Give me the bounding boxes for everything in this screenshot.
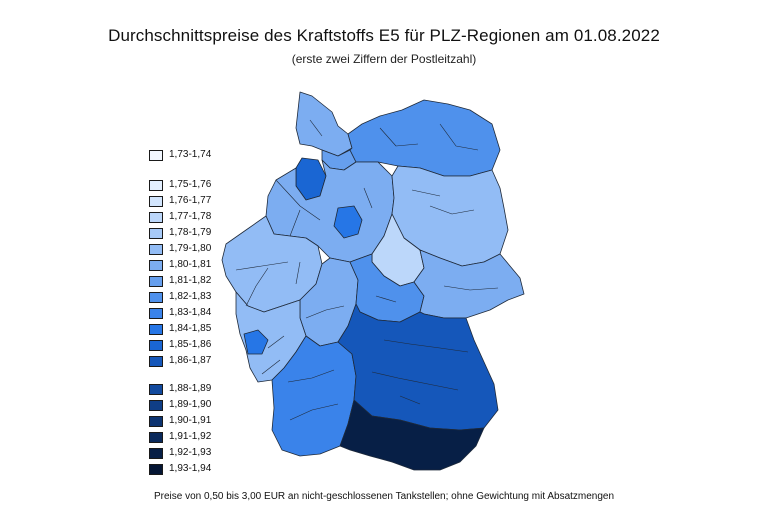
legend-swatch <box>149 323 163 335</box>
legend-swatch <box>149 415 163 427</box>
legend-item: 1,79-1,80 <box>149 242 211 256</box>
region-border <box>439 123 479 151</box>
region-border <box>379 127 419 147</box>
legend-item: 1,92-1,93 <box>149 446 211 460</box>
footnote: Preise von 0,50 bis 3,00 EUR an nicht-ge… <box>153 491 615 502</box>
region-border <box>289 403 339 421</box>
legend-item: 1,76-1,77 <box>149 194 211 208</box>
region-border <box>305 305 345 319</box>
region-border <box>295 261 301 285</box>
legend-label: 1,85-1,86 <box>169 339 212 350</box>
legend-swatch <box>149 291 163 303</box>
region-border <box>245 267 269 307</box>
legend-swatch <box>149 399 163 411</box>
legend-item: 1,80-1,81 <box>149 258 211 272</box>
legend-item: 1,86-1,87 <box>149 354 211 368</box>
legend-swatch <box>149 447 163 459</box>
legend-item: 1,91-1,92 <box>149 430 211 444</box>
legend-swatch <box>149 463 163 475</box>
region-border <box>275 179 321 221</box>
region-border <box>383 339 469 353</box>
legend-item: 1,93-1,94 <box>149 462 211 476</box>
map-region <box>295 91 353 157</box>
legend-item: 1,89-1,90 <box>149 398 211 412</box>
legend-swatch <box>149 431 163 443</box>
legend-item: 1,82-1,83 <box>149 290 211 304</box>
legend-label: 1,79-1,80 <box>169 243 212 254</box>
legend-swatch <box>149 259 163 271</box>
legend-swatch <box>149 227 163 239</box>
legend-swatch <box>149 383 163 395</box>
legend-label: 1,89-1,90 <box>169 399 212 410</box>
legend-item: 1,73-1,74 <box>149 148 211 162</box>
region-border <box>235 261 289 271</box>
region-border <box>375 295 397 303</box>
legend-swatch <box>149 149 163 161</box>
legend-label: 1,77-1,78 <box>169 211 212 222</box>
legend-label: 1,93-1,94 <box>169 463 212 474</box>
legend-swatch <box>149 211 163 223</box>
map-region <box>413 249 525 319</box>
region-border <box>429 205 475 215</box>
legend-swatch <box>149 339 163 351</box>
map-subtitle: (erste zwei Ziffern der Postleitzahl) <box>291 52 477 66</box>
region-border <box>309 119 323 137</box>
legend-label: 1,84-1,85 <box>169 323 212 334</box>
region-border <box>443 285 499 291</box>
legend-item: 1,85-1,86 <box>149 338 211 352</box>
legend-label: 1,73-1,74 <box>169 149 212 160</box>
legend-item: 1,75-1,76 <box>149 178 211 192</box>
legend-label: 1,81-1,82 <box>169 275 212 286</box>
legend-label: 1,83-1,84 <box>169 307 212 318</box>
map-title: Durchschnittspreise des Kraftstoffs E5 f… <box>108 26 660 45</box>
map-region <box>339 399 485 471</box>
legend-item: 1,81-1,82 <box>149 274 211 288</box>
region-border <box>411 189 441 197</box>
legend-label: 1,92-1,93 <box>169 447 212 458</box>
legend-label: 1,78-1,79 <box>169 227 212 238</box>
legend-item: 1,83-1,84 <box>149 306 211 320</box>
map-region <box>243 329 269 355</box>
legend-label: 1,75-1,76 <box>169 179 212 190</box>
region-border <box>363 187 373 209</box>
region-border <box>371 371 459 391</box>
legend-label: 1,76-1,77 <box>169 195 212 206</box>
legend-swatch <box>149 275 163 287</box>
legend-swatch <box>149 307 163 319</box>
legend-swatch <box>149 195 163 207</box>
legend-item: 1,77-1,78 <box>149 210 211 224</box>
region-border <box>399 395 421 405</box>
legend-item: 1,90-1,91 <box>149 414 211 428</box>
legend-swatch <box>149 355 163 367</box>
legend-label: 1,86-1,87 <box>169 355 212 366</box>
region-border <box>287 369 335 383</box>
legend-item: 1,78-1,79 <box>149 226 211 240</box>
legend-label: 1,90-1,91 <box>169 415 212 426</box>
legend-label: 1,80-1,81 <box>169 259 212 270</box>
legend-label: 1,88-1,89 <box>169 383 212 394</box>
region-border <box>261 359 281 375</box>
map-region <box>333 205 363 239</box>
legend-label: 1,91-1,92 <box>169 431 212 442</box>
legend-swatch <box>149 179 163 191</box>
region-border <box>289 209 301 237</box>
legend-item: 1,84-1,85 <box>149 322 211 336</box>
legend-label: 1,82-1,83 <box>169 291 212 302</box>
region-border <box>267 335 285 349</box>
legend-item: 1,88-1,89 <box>149 382 211 396</box>
legend-swatch <box>149 243 163 255</box>
